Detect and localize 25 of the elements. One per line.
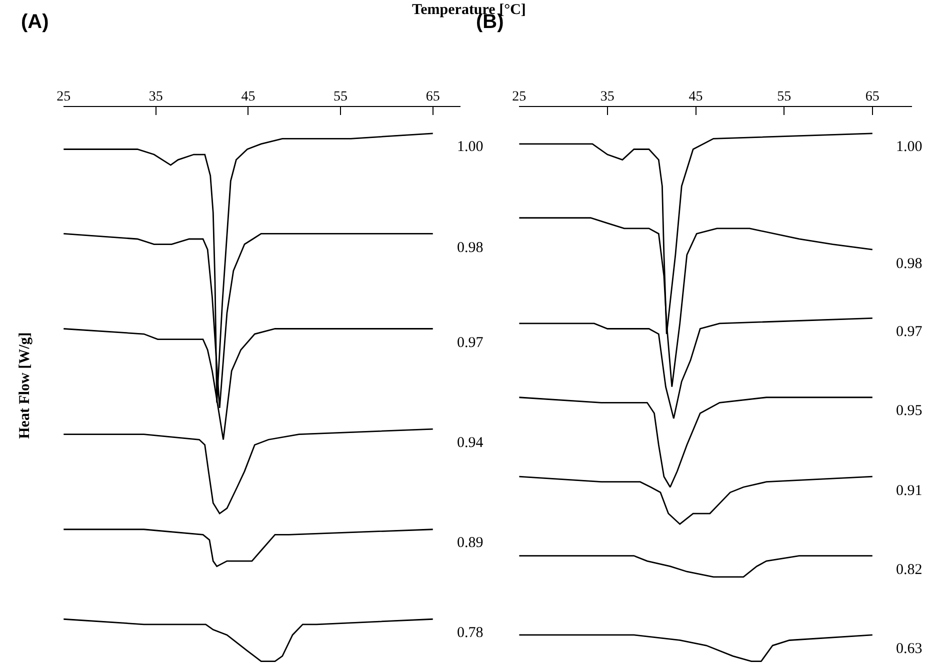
series-label: 1.00 [457, 139, 484, 155]
series-label: 0.98 [457, 240, 484, 256]
x-tick-label: 45 [241, 89, 256, 104]
series-label: 1.00 [896, 139, 922, 155]
series-label: 0.94 [457, 435, 484, 451]
series-label: 0.97 [457, 335, 484, 351]
series-label: 0.98 [896, 256, 922, 272]
series-label: 0.97 [896, 324, 923, 340]
x-tick-label: 35 [148, 89, 163, 104]
x-tick-label: 25 [56, 89, 71, 104]
x-tick-label: 35 [600, 89, 614, 104]
series-label: 0.82 [896, 562, 922, 578]
series-label: 0.78 [457, 625, 484, 641]
series-label: 0.95 [896, 403, 922, 419]
x-tick-label: 25 [512, 89, 526, 104]
y-axis-title: Heat Flow [W/g] [16, 332, 33, 439]
x-tick-label: 65 [865, 89, 880, 104]
x-tick-label: 55 [334, 89, 348, 104]
x-tick-label: 55 [777, 89, 792, 104]
series-label: 0.89 [457, 535, 484, 551]
series-label: 0.91 [896, 483, 922, 499]
x-tick-label: 65 [426, 89, 440, 104]
chart-title: (A) [21, 11, 49, 33]
x-tick-label: 45 [688, 89, 703, 104]
series-label: 0.63 [896, 641, 922, 657]
